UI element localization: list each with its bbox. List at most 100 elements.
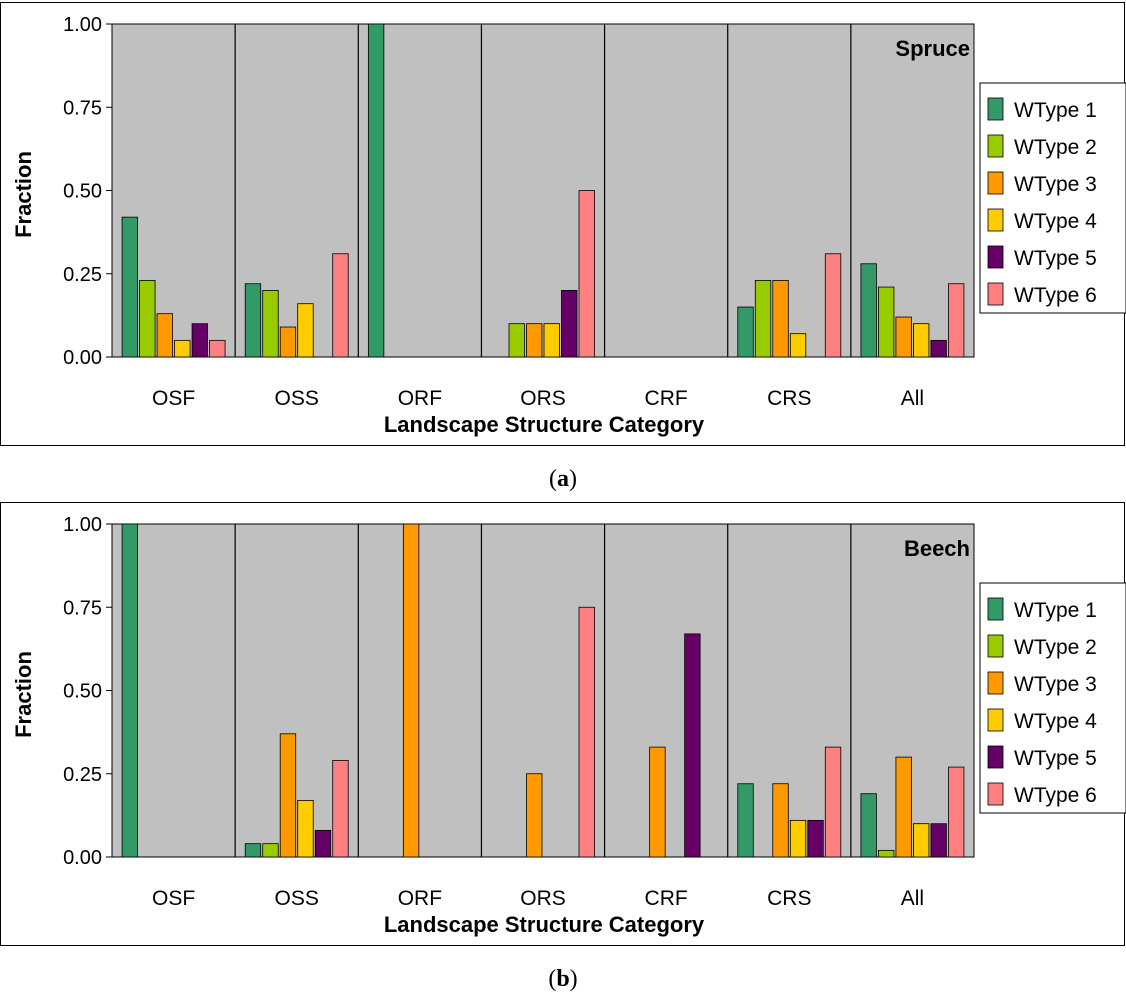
bar — [772, 783, 789, 858]
bar — [878, 286, 895, 358]
y-tick-label: 0.50 — [63, 681, 102, 703]
x-tick-label: CRF — [645, 887, 688, 910]
legend-swatch — [987, 208, 1004, 232]
x-tick-label: All — [901, 887, 924, 910]
chart-title: Spruce — [895, 36, 970, 61]
x-tick-label: OSF — [152, 887, 195, 910]
bar — [860, 793, 877, 858]
bar — [824, 746, 842, 858]
bar — [174, 339, 191, 358]
x-tick-label: OSS — [275, 387, 319, 410]
y-tick-label: 0.25 — [63, 264, 102, 286]
x-axis-label: Landscape Structure Category — [384, 412, 705, 437]
legend-swatch — [987, 634, 1004, 658]
bar — [279, 733, 297, 858]
chart-spruce: 0.00 0.25 0.50 0.75 1.00 OSF OSS ORF ORS CRF CRS Al… — [11, 14, 1126, 437]
x-tick-label: ORF — [398, 387, 442, 410]
legend-label: WType 3 — [1014, 673, 1097, 696]
bar — [684, 633, 701, 858]
bar — [948, 283, 965, 358]
y-axis-label: Fraction — [11, 651, 36, 738]
bar — [561, 289, 578, 358]
x-tick-label: CRS — [767, 387, 811, 410]
x-tick-label: ORS — [520, 387, 566, 410]
bar — [824, 253, 842, 358]
legend-swatch — [987, 97, 1004, 121]
bar — [860, 263, 877, 358]
y-tick-label: 1.00 — [63, 514, 102, 536]
bar — [297, 799, 314, 858]
y-tick-label: 0.75 — [63, 97, 102, 119]
bar — [737, 783, 754, 858]
y-tick-label: 0.50 — [63, 181, 102, 203]
x-tick-label: CRF — [645, 387, 688, 410]
figure-caption-b: (b) — [548, 966, 578, 992]
legend-label: WType 2 — [1014, 136, 1097, 159]
bar — [807, 819, 824, 858]
legend-label: WType 6 — [1014, 284, 1097, 307]
y-axis-label: Fraction — [11, 151, 36, 238]
bar — [789, 819, 807, 858]
x-tick-label: CRS — [767, 887, 811, 910]
legend-label: WType 6 — [1014, 784, 1097, 807]
legend-swatch — [987, 782, 1004, 806]
bar — [895, 316, 912, 358]
chart-title: Beech — [904, 536, 970, 561]
x-axis-label: Landscape Structure Category — [384, 912, 705, 937]
bar — [244, 843, 262, 858]
bar — [332, 760, 349, 858]
bar — [262, 843, 279, 858]
chart-beech: 0.00 0.25 0.50 0.75 1.00 OSF OSS ORF ORS CRF CRS Al… — [11, 514, 1126, 937]
legend-swatch — [987, 745, 1004, 769]
x-tick-label: ORS — [520, 887, 566, 910]
legend-box — [979, 82, 1126, 314]
chart-panel-beech: 0.00 0.25 0.50 0.75 1.00 OSF OSS ORF ORS CRF CRS Al… — [0, 502, 1126, 946]
bar — [314, 829, 332, 858]
bar — [156, 313, 173, 358]
panel-label-a: a — [557, 466, 569, 492]
y-tick-label: 1.00 — [63, 14, 102, 36]
bar — [508, 323, 525, 358]
bar — [367, 23, 385, 358]
bar — [297, 303, 314, 358]
bar — [139, 280, 156, 358]
bar — [913, 323, 930, 358]
bar — [121, 523, 138, 858]
bar — [543, 323, 560, 358]
x-tick-label: All — [901, 387, 924, 410]
legend-label: WType 5 — [1014, 747, 1097, 770]
legend-swatch — [987, 282, 1004, 306]
plot-area — [111, 523, 975, 858]
legend-label: WType 2 — [1014, 636, 1097, 659]
bar — [578, 190, 595, 358]
bar — [789, 333, 807, 358]
bar — [737, 306, 754, 358]
x-tick-label: OSS — [275, 887, 319, 910]
y-tick-label: 0.00 — [63, 347, 102, 369]
bar — [279, 326, 297, 358]
bar — [526, 323, 543, 358]
bar — [526, 773, 543, 858]
bar — [878, 849, 895, 858]
y-tick-label: 0.75 — [63, 597, 102, 619]
legend-box — [979, 582, 1126, 814]
chart-panel-spruce: 0.00 0.25 0.50 0.75 1.00 OSF OSS ORF ORS CRF CRS Al… — [0, 2, 1126, 446]
legend-label: WType 3 — [1014, 173, 1097, 196]
bar — [209, 339, 226, 358]
legend-label: WType 1 — [1014, 99, 1097, 122]
panel-label-b: b — [556, 966, 570, 992]
legend-swatch — [987, 134, 1004, 158]
legend-swatch — [987, 671, 1004, 695]
bar — [262, 289, 279, 358]
legend-label: WType 4 — [1014, 210, 1097, 233]
figure-caption-a: (a) — [549, 466, 577, 492]
bar — [930, 823, 947, 858]
bar — [649, 746, 666, 858]
legend-label: WType 1 — [1014, 599, 1097, 622]
bar — [930, 339, 947, 358]
bar — [895, 756, 912, 858]
legend-label: WType 4 — [1014, 710, 1097, 733]
y-tick-label: 0.25 — [63, 764, 102, 786]
legend-swatch — [987, 597, 1004, 621]
bar — [402, 523, 420, 858]
